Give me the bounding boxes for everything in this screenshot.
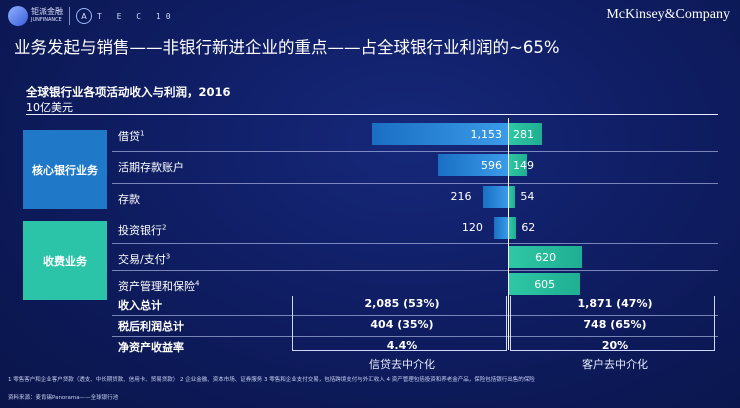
- header-rule: [26, 114, 718, 115]
- partner-logo: 钜派金融 JUNFINANCE A T E C 10: [8, 5, 176, 27]
- category-text: 资产管理和保险: [118, 280, 195, 293]
- value-label-right: 54: [520, 190, 535, 203]
- summary-label: 收入总计: [118, 299, 162, 312]
- left-bracket: [292, 296, 507, 351]
- bar-right: 149: [509, 154, 534, 176]
- center-axis: [508, 118, 509, 350]
- footnote-marker: 2: [162, 223, 167, 232]
- bar-left: [493, 217, 508, 239]
- bar-left: 596: [437, 154, 508, 176]
- row-separator: [112, 243, 718, 244]
- segment-core-banking: 核心银行业务: [23, 130, 107, 209]
- summary-separator: [112, 315, 718, 316]
- category-label: 存款: [118, 191, 140, 207]
- bar-right: 281: [509, 123, 543, 145]
- footnote-marker: 1: [140, 129, 145, 138]
- value-label-left: 216: [450, 190, 472, 203]
- summary-value-right: 20%: [601, 339, 629, 352]
- category-label: 投资银行2: [118, 222, 166, 238]
- footnotes: 1 零售客户和企业客户贷款（透支、中长期贷款、信用卡、贸易贷款） 2 企业金融、…: [8, 377, 535, 383]
- category-text: 投资银行: [118, 224, 162, 237]
- segment-label: 核心银行业务: [32, 163, 98, 177]
- summary-value-right: 1,871 (47%): [577, 297, 653, 310]
- category-text: 交易/支付: [118, 253, 166, 266]
- category-label: 交易/支付3: [118, 251, 170, 267]
- summary-separator: [112, 336, 718, 337]
- bar-left: 1,153: [371, 123, 508, 145]
- tec-logo-icon: A: [76, 8, 92, 24]
- bar-right: [509, 186, 516, 208]
- segment-label: 收费业务: [43, 254, 87, 268]
- tec-logo-text: T E C 10: [97, 11, 176, 21]
- brand-logo: McKinsey&Company: [606, 7, 730, 22]
- logo-divider: [69, 7, 70, 25]
- summary-value-left: 2,085 (53%): [364, 297, 440, 310]
- bar-left: [482, 186, 508, 208]
- summary-label: 净资产收益率: [118, 341, 184, 354]
- summary-value-left: 404 (35%): [370, 318, 434, 331]
- series-label-left: 信贷去中介化: [369, 358, 435, 371]
- value-label-left: 120: [461, 221, 483, 234]
- category-label: 借贷1: [118, 128, 144, 144]
- summary-value-right: 748 (65%): [583, 318, 647, 331]
- slide-title: 业务发起与销售——非银行新进企业的重点——占全球银行业利润的~65%: [14, 38, 560, 57]
- footnote-marker: 4: [195, 279, 200, 288]
- chart-unit: 10亿美元: [26, 101, 73, 114]
- bar-right: 605: [509, 273, 581, 295]
- category-label: 资产管理和保险4: [118, 278, 199, 294]
- logo-text: 钜派金融 JUNFINANCE: [31, 7, 63, 23]
- row-separator: [112, 270, 718, 271]
- chart-title: 全球银行业各项活动收入与利润，2016: [26, 85, 231, 99]
- bar-right: [509, 217, 517, 239]
- footnote-marker: 3: [165, 252, 171, 261]
- category-text: 活期存款账户: [118, 161, 184, 174]
- source-note: 资料来源：麦肯锡Panorama——全球银行池: [8, 395, 119, 401]
- series-label-right: 客户去中介化: [582, 358, 648, 371]
- summary-value-left: 4.4%: [386, 339, 418, 352]
- category-text: 借贷: [118, 130, 140, 143]
- right-bracket: [510, 296, 715, 351]
- category-label: 活期存款账户: [118, 159, 184, 175]
- value-label-right: 62: [521, 221, 536, 234]
- row-separator: [112, 151, 718, 152]
- segment-fee-business: 收费业务: [23, 221, 107, 300]
- category-text: 存款: [118, 193, 140, 206]
- row-separator: [112, 183, 718, 184]
- bar-right: 620: [509, 246, 583, 268]
- logo-mark-icon: [8, 6, 28, 26]
- summary-label: 税后利润总计: [118, 320, 184, 333]
